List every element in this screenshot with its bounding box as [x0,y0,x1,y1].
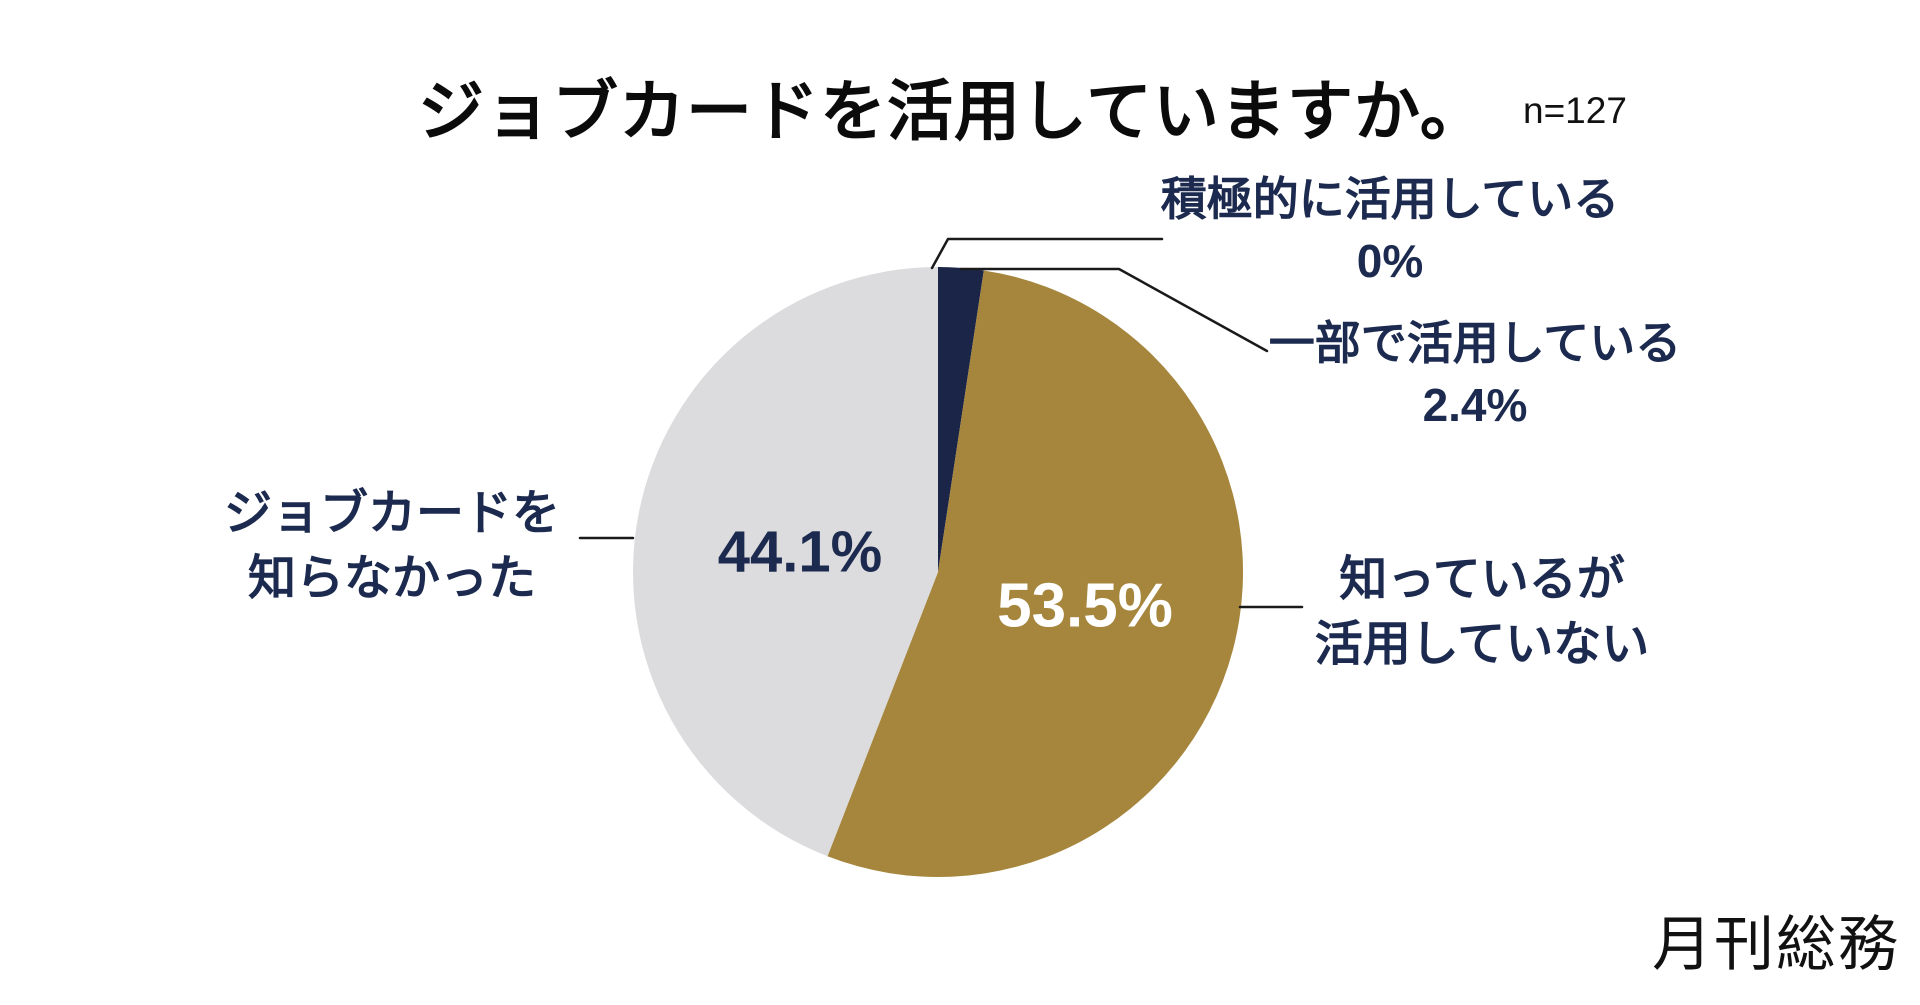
callout-know-not-use: 知っているが 活用していない [1315,548,1650,678]
callout-did-not-know: ジョブカードを 知らなかった [224,482,560,612]
callout-partial-label: 一部で活用している [1268,317,1682,369]
leader-line-partial [959,267,1269,353]
chart-title: ジョブカードを活用していますか。 [418,74,1487,148]
sample-size-label: n=127 [1523,90,1627,131]
pie-slice-1 [938,267,984,572]
callout-know-line2: 活用していない [1314,617,1650,671]
callout-unknown-line1: ジョブカードを [223,487,561,540]
pie-slice-3 [633,267,938,857]
callout-active: 積極的に活用している 0% [1161,168,1620,292]
callout-partial-value: 2.4% [1422,379,1528,432]
callout-know-line1: 知っているが [1339,553,1625,606]
callout-unknown-line2: 知らなかった [247,551,537,605]
callout-active-value: 0% [1356,235,1424,288]
pie-slice-2 [827,270,1244,877]
slice-value-gold: 53.5% [997,571,1173,641]
callout-partial: 一部で活用している 2.4% [1269,312,1682,436]
brand-logo: 月刊総務 [1652,911,1900,978]
leader-line-active [930,237,1164,270]
callout-active-label: 積極的に活用している [1160,173,1620,225]
pie-slices-group [633,267,1244,877]
slice-value-gray: 44.1% [717,519,883,585]
